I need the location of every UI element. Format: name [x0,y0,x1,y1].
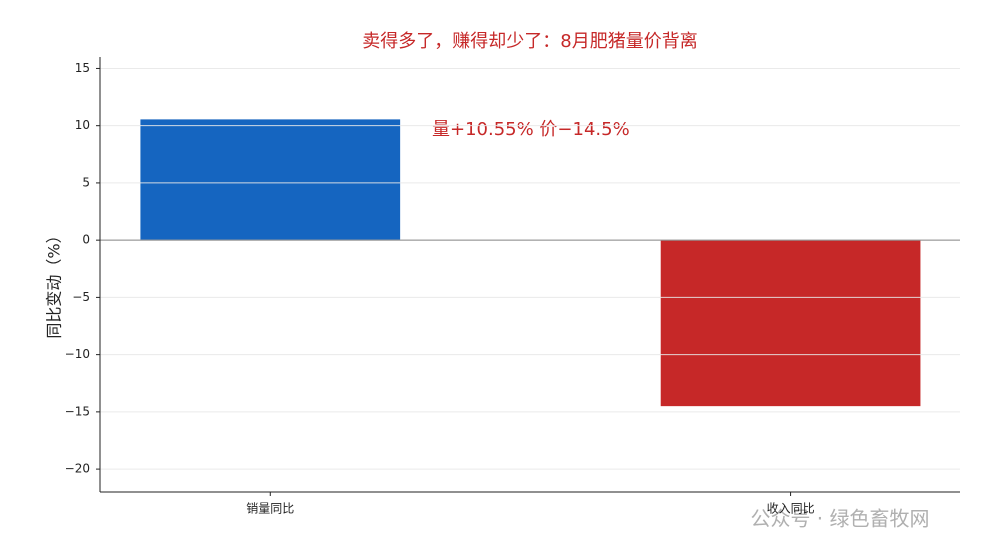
x-tick-label: 收入同比 [767,502,815,516]
bar [660,240,921,407]
y-axis-label: 同比变动（%） [45,227,64,338]
y-tick-label: 5 [82,175,90,189]
y-tick-label: −10 [65,347,90,361]
y-tick-label: 15 [75,61,90,75]
y-tick-label: 10 [75,118,90,132]
bar [140,119,401,241]
annotation: 量+10.55% 价−14.5% [432,119,630,140]
x-tick-label: 销量同比 [246,502,294,516]
y-tick-label: 0 [82,233,90,247]
y-tick-label: −20 [65,462,90,476]
y-tick-label: −5 [72,290,90,304]
chart-title: 卖得多了，赚得却少了：8月肥猪量价背离 [362,31,697,52]
y-tick-label: −15 [65,404,90,418]
watermark: 公众号 · 绿色畜牧网 [750,507,929,531]
